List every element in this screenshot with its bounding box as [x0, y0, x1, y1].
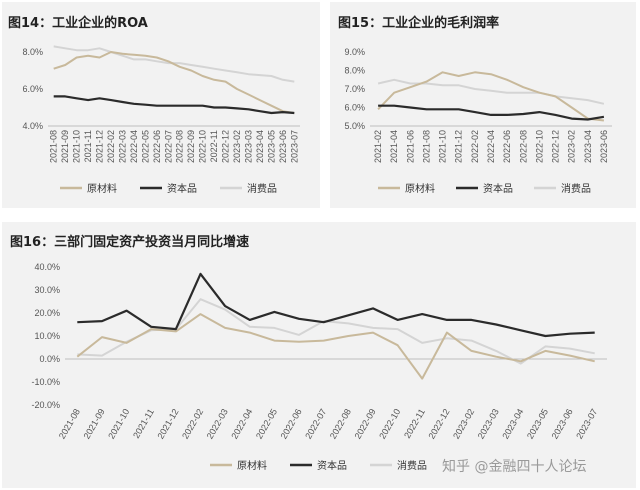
legend-label-capital-goods: 资本品: [167, 182, 197, 195]
legend-label-consumer-goods: 消费品: [397, 459, 427, 472]
x-tick-label: 2022-10: [198, 130, 208, 163]
x-tick-label: 2022-06: [152, 130, 162, 163]
x-tick-label: 2023-06: [599, 130, 609, 163]
x-tick-label: 2021-10: [438, 130, 448, 163]
legend-label-consumer-goods: 消费品: [247, 182, 277, 195]
x-tick-label: 2021-02: [373, 130, 383, 163]
y-tick-label: 8.0%: [344, 66, 365, 76]
x-tick-label: 2021-09: [60, 130, 70, 163]
chart-title: 图15：工业企业的毛利润率: [338, 16, 500, 31]
x-tick-label: 2021-04: [389, 130, 399, 163]
x-tick-label: 2021-12: [155, 407, 180, 441]
y-tick-label: 6.0%: [22, 84, 43, 94]
series-line-consumer-goods: [77, 298, 595, 365]
x-tick-label: 2022-06: [502, 130, 512, 163]
x-tick-label: 2022-06: [279, 407, 304, 441]
x-tick-label: 2022-12: [221, 130, 231, 163]
x-tick-label: 2022-04: [129, 130, 139, 163]
x-tick-label: 2023-02: [451, 407, 476, 441]
x-tick-label: 2023-05: [266, 130, 276, 163]
x-tick-label: 2022-07: [303, 407, 328, 441]
x-tick-label: 2021-10: [72, 130, 82, 163]
y-tick-label: -10.0%: [31, 377, 60, 387]
x-tick-label: 2022-05: [140, 130, 150, 163]
x-tick-label: 2021-12: [95, 130, 105, 163]
y-tick-label: -20.0%: [31, 400, 60, 410]
x-tick-label: 2022-08: [328, 407, 353, 441]
series-line-capital-goods: [53, 95, 295, 115]
x-tick-label: 2022-12: [426, 407, 451, 441]
series-line-raw-materials: [53, 51, 295, 114]
y-tick-label: 6.0%: [344, 103, 365, 113]
x-tick-label: 2023-03: [243, 130, 253, 163]
x-tick-label: 2022-11: [402, 407, 427, 440]
x-tick-label: 2021-08: [57, 407, 82, 441]
legend-label-raw-materials: 原材料: [405, 182, 435, 195]
y-tick-label: 4.0%: [22, 121, 43, 131]
x-tick-label: 2021-06: [405, 130, 415, 163]
x-tick-label: 2023-07: [574, 407, 599, 441]
y-tick-label: 10.0%: [34, 331, 60, 341]
y-tick-label: 40.0%: [34, 262, 60, 272]
x-tick-label: 2022-08: [175, 130, 185, 163]
series-line-raw-materials: [76, 313, 595, 380]
x-tick-label: 2023-03: [476, 407, 501, 441]
x-tick-label: 2022-04: [229, 407, 254, 441]
x-tick-label: 2022-03: [117, 130, 127, 163]
x-tick-label: 2022-02: [106, 130, 116, 163]
x-tick-label: 2022-11: [209, 130, 219, 162]
x-tick-label: 2022-02: [180, 407, 205, 441]
series-line-consumer-goods: [377, 78, 605, 105]
legend-label-capital-goods: 资本品: [483, 182, 513, 195]
x-tick-label: 2023-04: [500, 407, 525, 441]
x-tick-label: 2023-06: [278, 130, 288, 163]
x-tick-label: 2021-12: [454, 130, 464, 163]
x-tick-label: 2023-04: [583, 130, 593, 163]
legend-label-raw-materials: 原材料: [237, 459, 267, 472]
x-tick-label: 2022-07: [163, 130, 173, 163]
legend-label-raw-materials: 原材料: [87, 182, 117, 195]
x-tick-label: 2022-04: [486, 130, 496, 163]
watermark-text: 知乎 @金融四十人论坛: [442, 459, 587, 475]
legend-label-capital-goods: 资本品: [317, 459, 347, 472]
y-tick-label: 0.0%: [39, 354, 60, 364]
series-line-raw-materials: [377, 71, 605, 122]
y-tick-label: 30.0%: [34, 285, 60, 295]
x-tick-label: 2022-10: [377, 407, 402, 441]
x-tick-label: 2023-02: [232, 130, 242, 163]
x-tick-label: 2021-10: [106, 407, 131, 441]
x-tick-label: 2022-03: [205, 407, 230, 441]
x-tick-label: 2021-11: [131, 407, 156, 440]
x-tick-label: 2023-02: [567, 130, 577, 163]
chart-title: 图14：工业企业的ROA: [8, 16, 148, 31]
x-tick-label: 2023-05: [525, 407, 550, 441]
y-tick-label: 8.0%: [22, 47, 43, 57]
x-tick-label: 2021-08: [49, 130, 59, 163]
chart-title: 图16：三部门固定资产投资当月同比增速: [10, 235, 250, 250]
y-tick-label: 20.0%: [34, 308, 60, 318]
series-line-capital-goods: [77, 272, 595, 338]
x-tick-label: 2023-07: [289, 130, 299, 163]
x-tick-label: 2023-04: [255, 130, 265, 163]
x-tick-label: 2022-12: [551, 130, 561, 163]
series-line-capital-goods: [378, 104, 605, 121]
y-tick-label: 9.0%: [344, 47, 365, 57]
y-tick-label: 5.0%: [344, 121, 365, 131]
x-tick-label: 2021-09: [82, 407, 107, 441]
x-tick-label: 2022-09: [353, 407, 378, 441]
x-tick-label: 2021-08: [421, 130, 431, 163]
x-tick-label: 2022-08: [518, 130, 528, 163]
x-tick-label: 2022-05: [254, 407, 279, 441]
x-tick-label: 2021-11: [83, 130, 93, 162]
legend-label-consumer-goods: 消费品: [561, 182, 591, 195]
investment-chart-panel: [2, 222, 636, 488]
x-tick-label: 2022-09: [186, 130, 196, 163]
y-tick-label: 7.0%: [344, 84, 365, 94]
x-tick-label: 2022-10: [534, 130, 544, 163]
x-tick-label: 2022-02: [470, 130, 480, 163]
x-tick-label: 2023-06: [550, 407, 575, 441]
